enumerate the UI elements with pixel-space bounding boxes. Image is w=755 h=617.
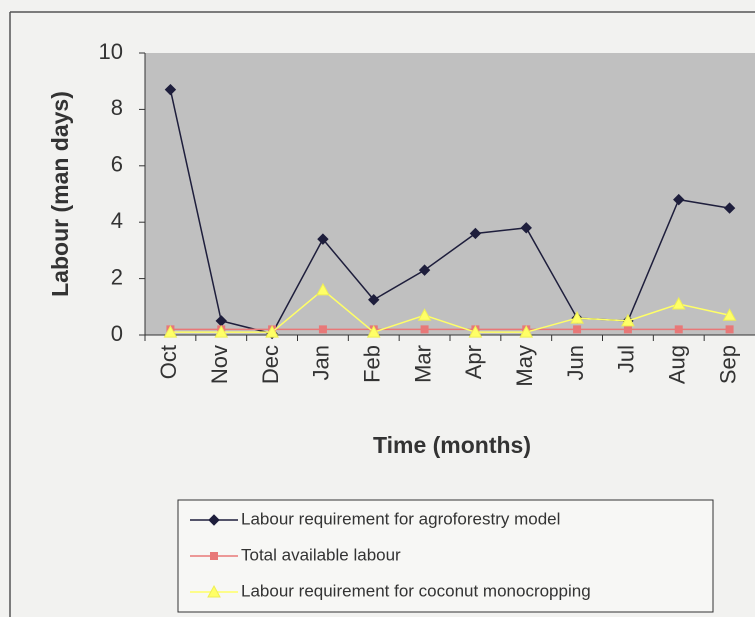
legend [177,499,714,613]
data-point [623,325,632,334]
data-point [318,325,327,334]
data-point [725,325,734,334]
data-point [469,227,482,240]
data-point [570,311,584,324]
legend-swatch-marker [210,552,218,560]
data-point [519,325,534,338]
data-point [366,325,381,338]
x-tick-label: Mar [410,345,435,383]
y-tick-label: 0 [111,321,123,346]
x-tick-label: Jun [563,345,588,380]
plot-area [145,53,755,335]
y-tick-label: 2 [111,264,123,289]
legend-label: Labour requirement for coconut monocropp… [241,581,591,600]
data-point [420,325,429,334]
x-tick-label: Nov [207,345,232,384]
legend-label: Total available labour [241,545,401,564]
data-point [163,325,178,338]
data-point [674,325,683,334]
x-tick-label: Sep [715,345,740,384]
y-axis-title: Labour (man days) [47,91,73,297]
data-point [214,325,229,338]
data-point [573,325,582,334]
x-tick-label: Apr [461,345,486,379]
data-point [673,193,685,206]
data-point [316,282,330,296]
x-tick-label: Dec [258,345,283,384]
data-point [368,294,380,306]
data-point [621,313,635,327]
legend-label: Labour requirement for agroforestry mode… [241,509,560,528]
data-point [722,308,737,321]
y-tick-label: 4 [111,208,123,233]
data-point [417,308,432,321]
y-tick-label: 10 [99,39,123,64]
legend-swatch-marker [208,514,220,526]
data-point [520,222,532,234]
x-tick-label: Oct [156,345,181,379]
data-point [671,296,686,310]
legend-swatch-marker [207,584,221,598]
y-tick-label: 8 [111,95,123,120]
data-point [418,264,431,276]
x-tick-label: Jan [309,345,334,380]
x-tick-label: May [512,345,537,387]
data-point [317,233,329,245]
data-point [723,202,736,214]
series-line [170,288,730,334]
data-point [164,83,177,96]
x-tick-label: Aug [665,345,690,384]
x-tick-label: Jul [614,345,639,373]
x-tick-label: Feb [360,345,385,383]
data-point [265,325,279,338]
data-point [468,325,483,338]
y-tick-label: 6 [111,152,123,177]
x-axis-title: Time (months) [373,432,531,458]
